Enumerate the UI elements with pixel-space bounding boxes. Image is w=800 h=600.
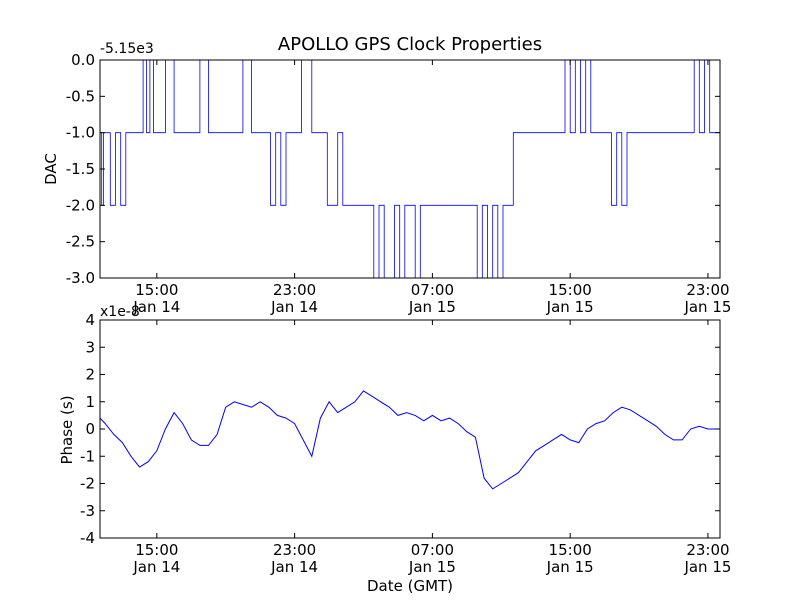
phase-offset-label: x1e-8 xyxy=(100,304,140,320)
dac-y-tick-label: -0.5 xyxy=(66,87,95,105)
dac-y-axis-label: DAC xyxy=(42,153,60,185)
phase-x-tick-time: 23:00 xyxy=(273,541,316,559)
dac-x-tick-date: Jan 15 xyxy=(683,298,731,316)
phase-y-tick-label: -3 xyxy=(80,502,95,520)
phase-series-path xyxy=(99,390,720,490)
dac-x-tick-date: Jan 14 xyxy=(270,298,318,316)
dac-x-tick-date: Jan 15 xyxy=(546,298,594,316)
phase-x-tick-date: Jan 15 xyxy=(546,558,594,576)
phase-y-tick-label: 0 xyxy=(85,420,95,438)
dac-y-tick-label: -2.5 xyxy=(66,233,95,251)
phase-series-line xyxy=(99,390,720,490)
phase-x-tick-time: 07:00 xyxy=(411,541,454,559)
dac-x-tick-time: 15:00 xyxy=(549,281,592,299)
phase-x-tick-date: Jan 15 xyxy=(408,558,456,576)
phase-x-tick-time: 15:00 xyxy=(549,541,592,559)
dac-y-tick-label: -3.0 xyxy=(66,269,95,287)
dac-series-line xyxy=(100,59,720,279)
phase-y-tick-label: 2 xyxy=(85,366,95,384)
dac-x-tick-time: 23:00 xyxy=(273,281,316,299)
phase-y-tick-label: -4 xyxy=(80,529,95,547)
dac-x-tick-time: 15:00 xyxy=(135,281,178,299)
phase-y-tick-label: 3 xyxy=(85,338,95,356)
phase-y-tick-label: 1 xyxy=(85,393,95,411)
phase-y-axis-label: Phase (s) xyxy=(58,395,76,464)
phase-x-tick-date: Jan 14 xyxy=(270,558,318,576)
dac-y-tick-label: 0.0 xyxy=(71,51,95,69)
dac-series-path xyxy=(100,59,720,279)
dac-y-tick-label: -1.0 xyxy=(66,124,95,142)
chart-title: APOLLO GPS Clock Properties xyxy=(278,34,542,55)
dac-y-tick-label: -2.0 xyxy=(66,196,95,214)
phase-y-axis: 4 3 2 1 0 -1 -2 -3 -4 xyxy=(80,311,720,547)
phase-axes-frame xyxy=(99,319,721,539)
phase-x-axis-label: Date (GMT) xyxy=(367,577,453,595)
dac-offset-label: -5.15e3 xyxy=(100,41,154,57)
phase-y-tick-label: -2 xyxy=(80,475,95,493)
dac-y-axis: 0.0 -0.5 -1.0 -1.5 -2.0 -2.5 -3.0 xyxy=(66,51,720,287)
dac-x-tick-date: Jan 14 xyxy=(132,298,180,316)
phase-x-tick-time: 23:00 xyxy=(686,541,729,559)
dac-panel: -5.15e3 0.0 -0.5 -1.0 -1.5 -2.0 -2.5 -3.0 15:0… xyxy=(42,41,731,316)
dac-x-tick-date: Jan 15 xyxy=(408,298,456,316)
phase-x-tick-date: Jan 14 xyxy=(132,558,180,576)
dac-x-tick-time: 07:00 xyxy=(411,281,454,299)
phase-x-tick-time: 15:00 xyxy=(135,541,178,559)
phase-y-tick-label: 4 xyxy=(85,311,95,329)
dac-x-tick-time: 23:00 xyxy=(686,281,729,299)
phase-x-tick-date: Jan 15 xyxy=(683,558,731,576)
phase-y-tick-label: -1 xyxy=(80,447,95,465)
dac-y-tick-label: -1.5 xyxy=(66,160,95,178)
